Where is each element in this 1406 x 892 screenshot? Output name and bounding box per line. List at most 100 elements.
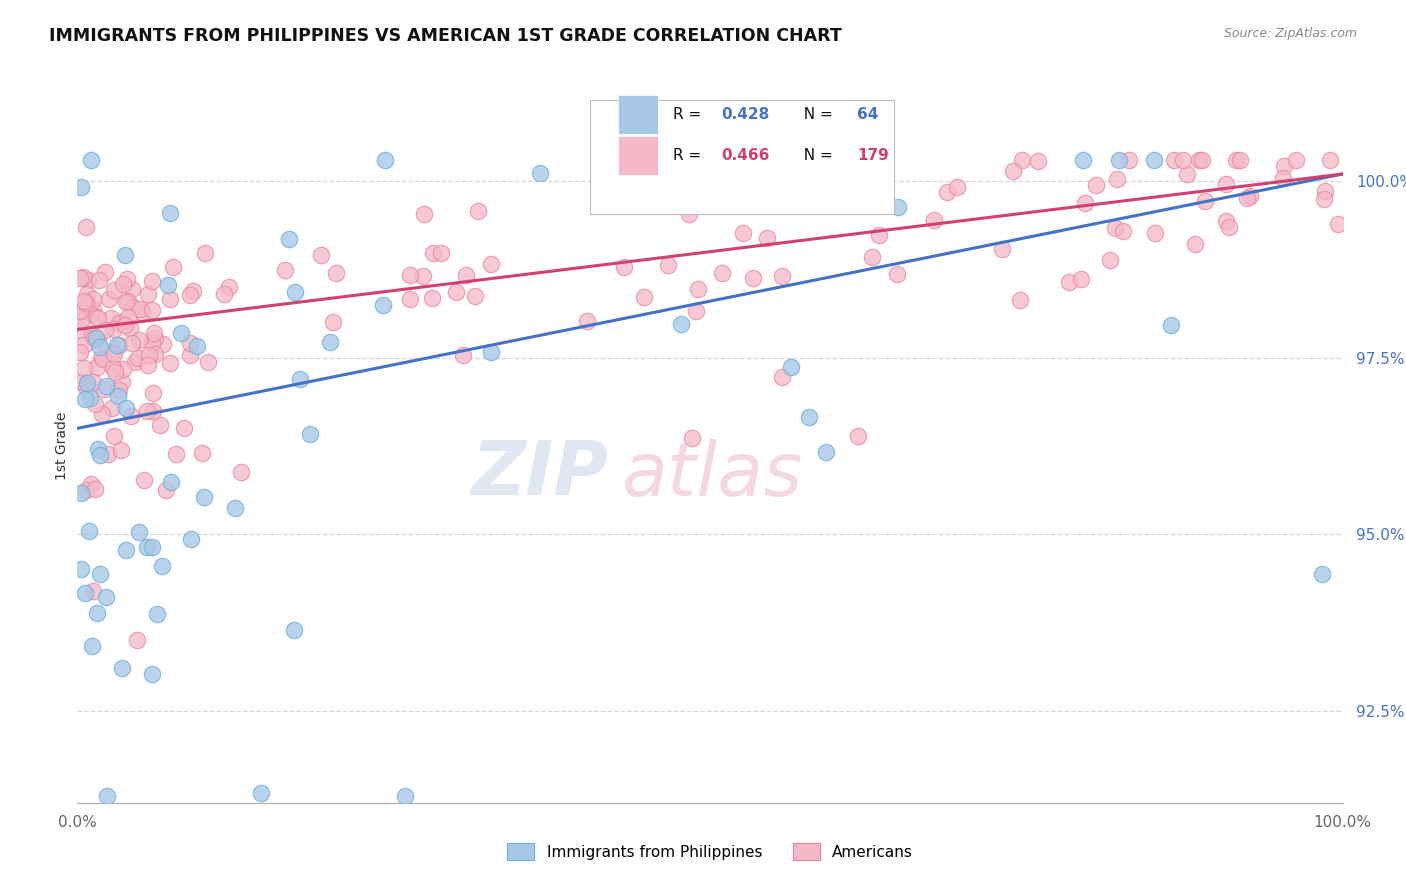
Point: [142, 326, 165, 340]
Point: [70, 375, 93, 389]
Point: [1099, 252, 1122, 267]
Point: [96, 789, 118, 803]
Point: [1163, 153, 1185, 167]
Point: [142, 403, 165, 417]
Point: [1010, 293, 1032, 308]
Point: [1070, 272, 1092, 286]
Point: [121, 336, 143, 351]
Point: [284, 285, 307, 300]
Point: [79, 391, 101, 405]
Point: [115, 543, 138, 558]
Point: [82, 639, 104, 653]
Point: [121, 282, 143, 296]
Point: [681, 432, 703, 446]
Point: [94, 265, 117, 279]
Point: [1105, 171, 1128, 186]
Point: [69, 344, 91, 359]
Point: [76, 286, 98, 301]
Point: [103, 347, 125, 361]
Point: [115, 271, 138, 285]
Point: [118, 320, 141, 334]
Point: [128, 302, 150, 317]
Text: Source: ZipAtlas.com: Source: ZipAtlas.com: [1223, 27, 1357, 40]
Point: [82, 583, 104, 598]
Point: [141, 540, 163, 554]
Point: [991, 242, 1014, 256]
Point: [80, 476, 103, 491]
Point: [770, 370, 793, 384]
Point: [179, 288, 201, 302]
Point: [398, 292, 420, 306]
Bar: [617, 95, 658, 134]
Point: [142, 386, 165, 401]
Point: [105, 337, 128, 351]
Point: [1215, 177, 1237, 191]
Point: [149, 417, 172, 432]
Point: [756, 231, 779, 245]
Point: [159, 206, 181, 220]
Point: [730, 186, 752, 200]
Point: [83, 397, 105, 411]
Point: [82, 302, 104, 317]
Point: [868, 228, 890, 243]
Point: [75, 380, 97, 394]
Text: N =: N =: [793, 148, 837, 162]
Point: [319, 335, 342, 350]
Point: [1218, 220, 1240, 235]
Text: IMMIGRANTS FROM PHILIPPINES VS AMERICAN 1ST GRADE CORRELATION CHART: IMMIGRANTS FROM PHILIPPINES VS AMERICAN …: [49, 27, 842, 45]
Point: [1310, 567, 1333, 582]
Point: [1184, 237, 1206, 252]
Point: [1215, 214, 1237, 228]
Point: [589, 153, 612, 167]
Point: [134, 473, 156, 487]
Point: [479, 345, 502, 359]
Point: [179, 336, 201, 351]
Point: [1084, 178, 1107, 193]
Point: [141, 274, 163, 288]
Point: [72, 361, 94, 376]
Y-axis label: 1st Grade: 1st Grade: [55, 412, 69, 480]
Point: [86, 442, 108, 456]
Point: [145, 347, 167, 361]
Point: [1011, 153, 1033, 167]
Point: [1315, 184, 1337, 198]
Point: [780, 359, 803, 374]
Point: [742, 271, 765, 285]
Point: [138, 348, 160, 362]
Point: [422, 246, 444, 260]
Point: [1188, 153, 1211, 167]
FancyBboxPatch shape: [591, 100, 894, 214]
Point: [429, 246, 451, 260]
Point: [77, 524, 100, 539]
Point: [124, 355, 146, 369]
Point: [1143, 153, 1166, 167]
Point: [179, 348, 201, 362]
Point: [322, 315, 344, 329]
Point: [1160, 318, 1182, 332]
Point: [100, 401, 122, 415]
Point: [159, 356, 181, 370]
Point: [86, 360, 108, 375]
Text: 0.428: 0.428: [721, 107, 769, 122]
Point: [111, 661, 134, 675]
Point: [678, 207, 700, 221]
Point: [70, 179, 93, 194]
Point: [173, 420, 195, 434]
Legend: Immigrants from Philippines, Americans: Immigrants from Philippines, Americans: [501, 837, 920, 866]
Bar: [617, 136, 658, 175]
Point: [101, 345, 124, 359]
Point: [373, 298, 395, 312]
Point: [212, 286, 235, 301]
Point: [76, 376, 98, 391]
Point: [90, 408, 112, 422]
Point: [69, 304, 91, 318]
Point: [1229, 153, 1251, 167]
Point: [108, 337, 131, 351]
Point: [1285, 153, 1308, 167]
Point: [733, 226, 755, 240]
Point: [1108, 153, 1130, 167]
Point: [83, 330, 105, 344]
Point: [283, 624, 305, 638]
Point: [1239, 189, 1261, 203]
Point: [114, 318, 136, 333]
